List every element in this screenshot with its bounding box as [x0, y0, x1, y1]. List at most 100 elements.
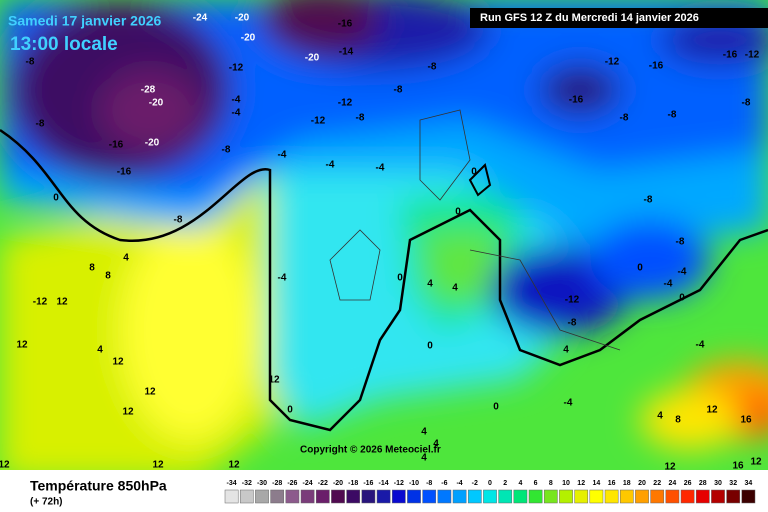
scale-label: -14	[379, 480, 389, 487]
run-banner	[470, 8, 768, 28]
scale-label: 24	[669, 480, 677, 487]
contour-label: -4	[278, 150, 287, 161]
contour-label: 12	[112, 357, 124, 368]
valid-time: 13:00 locale	[10, 34, 118, 55]
scale-label: 32	[729, 480, 737, 487]
contour-label: -8	[668, 110, 677, 121]
scale-swatch	[559, 489, 573, 504]
scale-swatch	[498, 489, 513, 504]
contour-label: -16	[649, 61, 664, 72]
scale-label: -34	[227, 480, 237, 487]
scale-label: -24	[303, 480, 313, 487]
contour-label: -12	[33, 297, 48, 308]
contour-label: 4	[421, 453, 427, 464]
scale-label: 30	[714, 480, 722, 487]
scale-swatch	[695, 489, 710, 504]
scale-swatch	[224, 489, 239, 504]
contour-label: -4	[664, 279, 673, 290]
contour-label: -4	[696, 340, 705, 351]
scale-swatch	[619, 489, 634, 504]
contour-label: -12	[605, 57, 620, 68]
contour-label: 0	[287, 405, 293, 416]
scale-label: -30	[257, 480, 267, 487]
contour-label: -16	[569, 95, 584, 106]
contour-label: 12	[56, 297, 68, 308]
contour-label: 4	[657, 411, 663, 422]
scale-swatch	[422, 489, 437, 504]
contour-label: -8	[620, 113, 629, 124]
contour-label: -14	[339, 47, 354, 58]
contour-label: -28	[141, 85, 156, 96]
scale-label: 0	[488, 480, 492, 487]
contour-label: 8	[105, 271, 111, 282]
scale-swatch	[528, 489, 543, 504]
scale-swatch	[270, 489, 285, 504]
contour-label: -4	[278, 273, 287, 284]
contour-label: 4	[452, 283, 458, 294]
contour-label: -4	[678, 267, 687, 278]
color-scale: -34 -32 -30 -28 -26 -24 -22 -20 -18 -16 -14 -12 -10-…	[224, 480, 756, 504]
run-info: Run GFS 12 Z du Mercredi 14 janvier 2026	[480, 12, 699, 24]
scale-swatch	[255, 489, 269, 504]
scale-swatch	[483, 489, 497, 504]
map-labels: -24 -20-16-14-20-12-20-8-28-20 -4-4-12-12-…	[0, 13, 762, 473]
scale-swatch	[680, 489, 695, 504]
contour-label: 12	[0, 460, 10, 471]
scale-label: 14	[593, 480, 601, 487]
scale-label: -32	[242, 480, 252, 487]
contour-label: -8	[676, 237, 685, 248]
scale-swatch	[650, 489, 665, 504]
scale-label: -26	[287, 480, 297, 487]
contour-label: -12	[565, 295, 580, 306]
contour-label: 0	[493, 402, 499, 413]
contour-label: 12	[750, 457, 762, 468]
contour-label: 0	[471, 167, 477, 178]
contour-label: -8	[222, 145, 231, 156]
contour-label: -8	[26, 57, 35, 68]
scale-label: -12	[394, 480, 404, 487]
scale-swatch	[376, 489, 391, 504]
scale-swatch	[665, 489, 680, 504]
contour-label: -12	[338, 98, 353, 109]
contour-label: -24	[193, 13, 208, 24]
contour-label: -20	[145, 138, 160, 149]
contour-label: 12	[664, 462, 676, 473]
contour-label: -4	[232, 95, 241, 106]
contour-label: -4	[326, 160, 335, 171]
contour-label: 0	[455, 207, 461, 218]
contour-label: 4	[97, 345, 103, 356]
contour-label: -12	[745, 50, 760, 61]
contour-label: 12	[122, 407, 134, 418]
contour-label: -16	[338, 19, 353, 30]
scale-label: 26	[684, 480, 692, 487]
scale-label: 28	[699, 480, 707, 487]
scale-label: 18	[623, 480, 631, 487]
contour-label: 0	[679, 293, 685, 304]
scale-swatch	[574, 489, 589, 504]
contour-label: 12	[16, 340, 28, 351]
scale-swatch	[346, 489, 361, 504]
contour-label: 12	[144, 387, 156, 398]
scale-swatch	[331, 489, 345, 504]
scale-label: -2	[472, 480, 478, 487]
contour-label: -8	[428, 62, 437, 73]
contour-label: -4	[376, 163, 385, 174]
valid-date: Samedi 17 janvier 2026	[8, 13, 162, 29]
scale-label: -16	[363, 480, 373, 487]
scale-swatch	[741, 489, 756, 504]
contour-label: 0	[637, 263, 643, 274]
contour-label: -4	[564, 398, 573, 409]
scale-swatch	[726, 489, 741, 504]
contour-label: -20	[305, 53, 320, 64]
scale-label: 2	[503, 480, 507, 487]
contour-label: 4	[563, 345, 569, 356]
contour-label: 12	[228, 460, 240, 471]
contour-label: -20	[149, 98, 164, 109]
contour-label: -8	[742, 98, 751, 109]
contour-label: -16	[117, 167, 132, 178]
scale-swatch	[437, 489, 452, 504]
scale-swatch	[315, 489, 330, 504]
scale-label: 4	[518, 480, 522, 487]
contour-label: -16	[723, 50, 738, 61]
